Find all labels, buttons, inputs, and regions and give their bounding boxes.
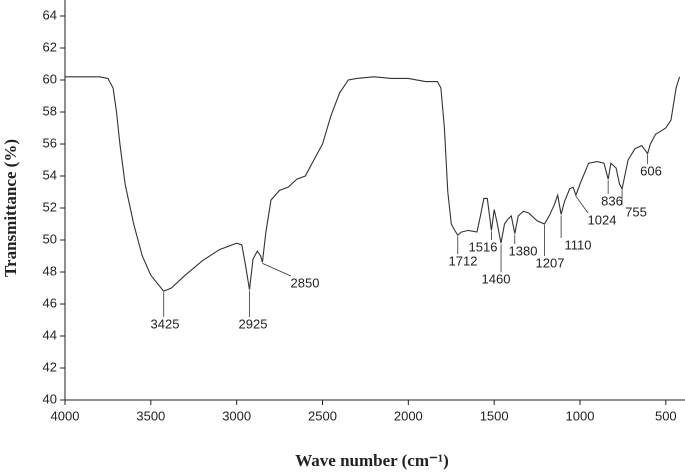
peak-label: 2925 (239, 316, 268, 331)
y-tick-label: 50 (43, 231, 57, 246)
y-tick-label: 56 (43, 135, 57, 150)
x-tick-label: 3500 (136, 408, 165, 423)
y-tick-label: 40 (43, 391, 57, 406)
y-tick-label: 54 (43, 167, 57, 182)
y-tick-label: 42 (43, 359, 57, 374)
peak-label: 1024 (588, 212, 617, 227)
peak-label: 836 (601, 193, 623, 208)
peak-label: 1207 (536, 255, 565, 270)
y-tick-label: 52 (43, 199, 57, 214)
peak-label: 1712 (449, 253, 478, 268)
x-tick-label: 500 (655, 408, 677, 423)
y-axis-title: Transmittance (%) (1, 139, 20, 277)
y-tick-label: 64 (43, 7, 57, 22)
x-tick-label: 2500 (308, 408, 337, 423)
peak-leader (575, 195, 589, 214)
y-tick-label: 60 (43, 71, 57, 86)
peak-label: 1460 (482, 271, 511, 286)
peak-label: 2850 (291, 275, 320, 290)
x-tick-label: 1500 (480, 408, 509, 423)
x-tick-label: 3000 (222, 408, 251, 423)
x-tick-label: 1000 (566, 408, 595, 423)
peak-label: 755 (625, 204, 647, 219)
y-tick-label: 44 (43, 327, 57, 342)
y-tick-label: 58 (43, 103, 57, 118)
x-axis-title: Wave number (cm⁻¹) (295, 451, 449, 470)
peak-label: 1110 (565, 237, 592, 252)
peak-label: 1380 (509, 243, 538, 258)
x-tick-label: 2000 (394, 408, 423, 423)
peak-label: 606 (640, 163, 662, 178)
y-tick-label: 62 (43, 39, 57, 54)
peak-label: 1516 (469, 239, 498, 254)
spectrum-line (65, 76, 681, 292)
peak-leader (262, 263, 292, 277)
x-tick-label: 4000 (51, 408, 80, 423)
peak-label: 3425 (151, 316, 180, 331)
y-tick-label: 46 (43, 295, 57, 310)
y-tick-label: 48 (43, 263, 57, 278)
